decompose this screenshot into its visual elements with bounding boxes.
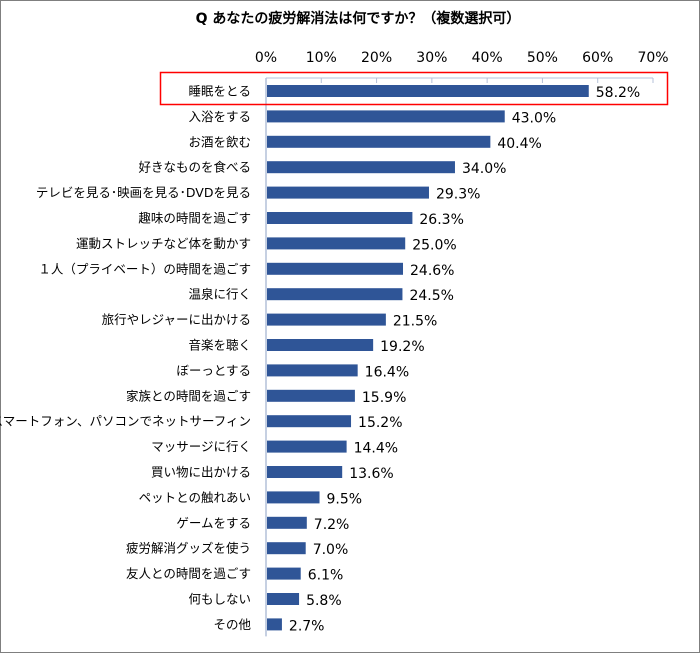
bar [267, 440, 347, 453]
data-label: 25.0% [412, 237, 456, 253]
bar [267, 516, 307, 529]
category-label: テレビを見る･映画を見る･DVDを見る [36, 185, 251, 200]
highlight-box [159, 71, 669, 106]
category-label: ゲームをする [176, 515, 251, 530]
data-label: 14.4% [354, 441, 398, 457]
bar [267, 237, 406, 250]
x-tick-label: 20% [361, 50, 392, 66]
bar [267, 542, 306, 555]
category-label: 好きなものを食べる [138, 160, 251, 175]
category-label: 旅行やレジャーに出かける [102, 312, 251, 327]
bar [267, 212, 413, 224]
x-tick-label: 50% [527, 50, 558, 66]
chart-title: Q あなたの疲労解消法は何ですか？（複数選択可） [196, 10, 521, 27]
category-label: 家族との時間を過ごす [126, 388, 251, 403]
bar [267, 415, 352, 428]
bar [267, 313, 386, 326]
data-label: 16.4% [365, 364, 409, 380]
category-label: 友人との時間を過ごす [126, 566, 251, 581]
bar [267, 339, 374, 351]
bar [267, 135, 491, 148]
data-label: 58.2% [596, 85, 640, 101]
x-tick-label: 30% [416, 50, 447, 66]
data-label: 43.0% [512, 110, 556, 126]
bar [267, 186, 429, 199]
bar [267, 466, 343, 478]
data-label: 29.3% [436, 187, 480, 203]
category-label: 音楽を聴く [188, 338, 251, 353]
data-label: 15.2% [358, 415, 402, 431]
category-label: 入浴をする [188, 109, 251, 124]
bar [267, 593, 300, 605]
category-label: その他 [213, 617, 251, 632]
category-label: 睡眠をとる [188, 84, 251, 99]
data-label: 26.3% [419, 212, 463, 228]
bar [267, 491, 320, 504]
data-label: 6.1% [308, 568, 344, 584]
bar [267, 85, 589, 97]
data-label: 40.4% [497, 136, 541, 152]
category-label: マッサージに行く [151, 439, 251, 454]
category-label: 何もしない [188, 592, 251, 607]
category-label: スマートフォン、パソコンでネットサーフィン [0, 414, 251, 429]
category-label: 温泉に行く [188, 287, 251, 302]
bar [267, 567, 301, 580]
x-tick-label: 0% [255, 50, 277, 66]
data-label: 24.6% [410, 263, 454, 279]
bar [267, 364, 358, 377]
bar [267, 389, 355, 402]
x-tick-label: 70% [637, 50, 668, 66]
bar [267, 288, 403, 301]
category-label: ぼーっとする [176, 363, 251, 378]
bar [267, 161, 455, 174]
bar [267, 110, 505, 123]
data-label: 19.2% [380, 339, 424, 355]
data-label: 7.2% [314, 517, 350, 533]
data-label: 5.8% [306, 593, 342, 609]
data-label: 24.5% [409, 288, 453, 304]
data-label: 2.7% [289, 618, 325, 634]
bar [267, 262, 404, 275]
x-tick-label: 40% [472, 50, 503, 66]
data-label: 13.6% [349, 466, 393, 482]
data-label: 34.0% [462, 161, 506, 177]
category-label: 買い物に出かける [151, 465, 251, 480]
category-label: １人（プライベート）の時間を過ごす [38, 261, 251, 276]
x-tick-label: 60% [582, 50, 613, 66]
category-label: ペットとの触れあい [139, 490, 251, 505]
category-label: 運動ストレッチなど体を動かす [76, 236, 251, 251]
data-label: 21.5% [393, 314, 437, 330]
x-tick-label: 10% [306, 50, 337, 66]
category-label: 疲労解消グッズを使う [126, 541, 251, 556]
data-label: 7.0% [313, 542, 349, 558]
category-label: 趣味の時間を過ごす [138, 211, 251, 226]
data-label: 15.9% [362, 390, 406, 406]
bar [267, 618, 282, 631]
category-label: お酒を飲む [188, 134, 251, 149]
data-label: 9.5% [327, 491, 363, 507]
